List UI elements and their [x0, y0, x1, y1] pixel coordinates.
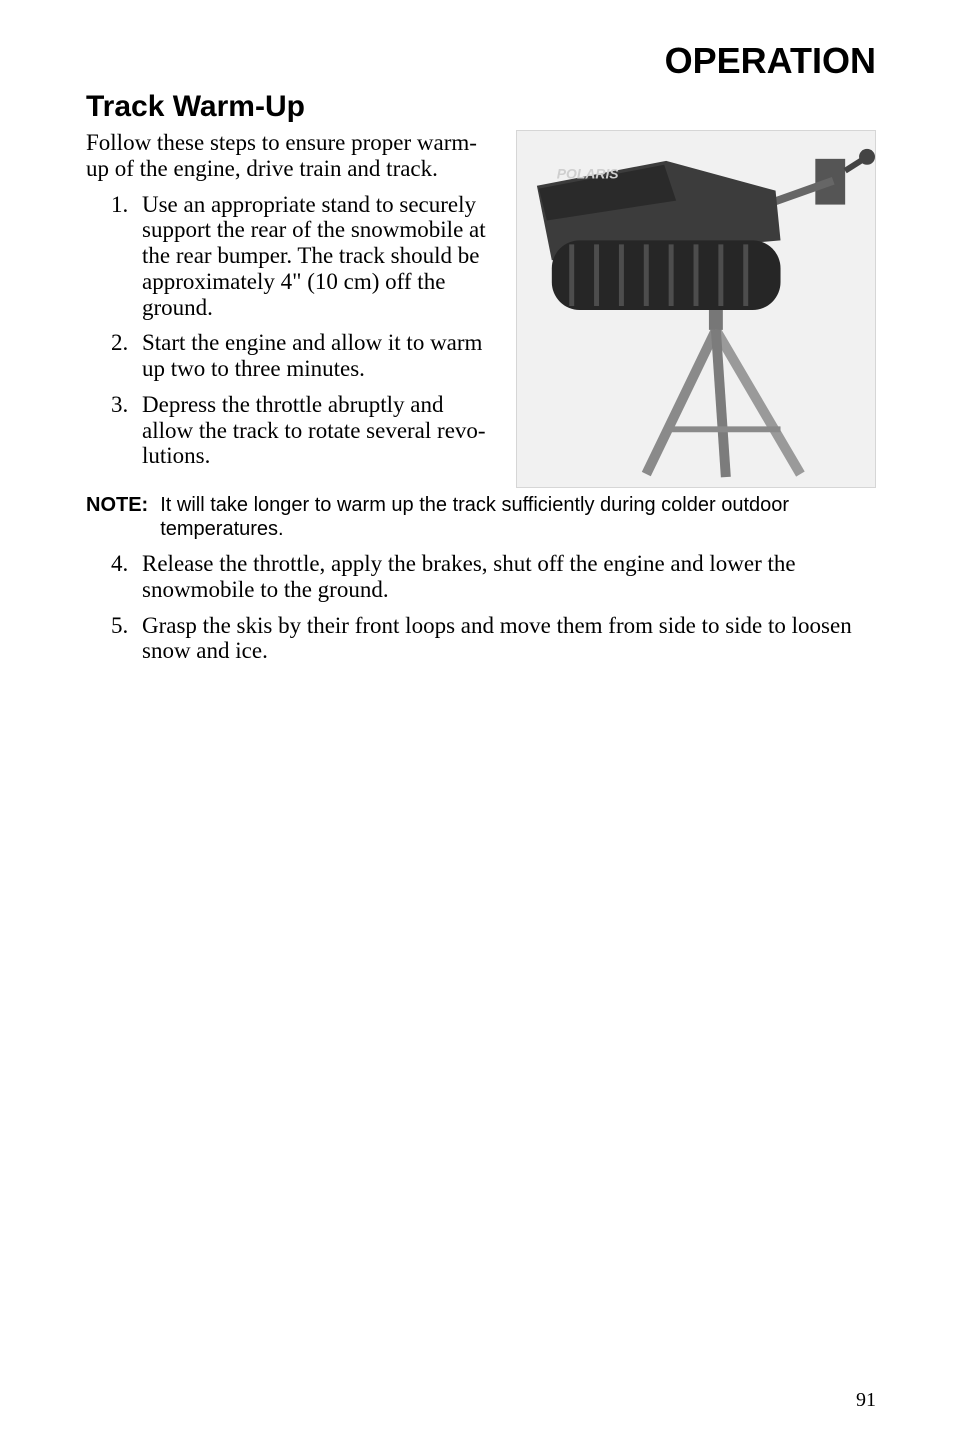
note-row: NOTE: It will take longer to warm up the… — [86, 494, 876, 541]
steps-list-bottom: Release the throttle, apply the brakes, … — [86, 551, 876, 664]
figure-column: POLARIS — [516, 130, 876, 488]
section-title: Track Warm-Up — [86, 90, 876, 124]
step-item: Depress the throttle abruptly and allow … — [134, 392, 496, 469]
steps-list-top: Use an appropriate stand to securely sup… — [86, 192, 496, 470]
content-row: Follow these steps to ensure proper warm… — [86, 130, 876, 488]
step-item: Release the throttle, apply the brakes, … — [134, 551, 876, 603]
step-item: Grasp the skis by their front loops and … — [134, 613, 876, 665]
snowmobile-stand-icon: POLARIS — [517, 131, 875, 487]
note-text: It will take longer to warm up the track… — [160, 494, 876, 541]
text-column: Follow these steps to ensure proper warm… — [86, 130, 496, 488]
intro-paragraph: Follow these steps to ensure proper warm… — [86, 130, 496, 182]
chapter-title: OPERATION — [86, 40, 876, 82]
snowmobile-on-stand-figure: POLARIS — [516, 130, 876, 488]
page-number: 91 — [856, 1389, 876, 1412]
step-item: Use an appropriate stand to securely sup… — [134, 192, 496, 321]
brand-label: POLARIS — [557, 166, 620, 182]
note-label: NOTE: — [86, 494, 148, 541]
step-item: Start the engine and allow it to warm up… — [134, 330, 496, 382]
